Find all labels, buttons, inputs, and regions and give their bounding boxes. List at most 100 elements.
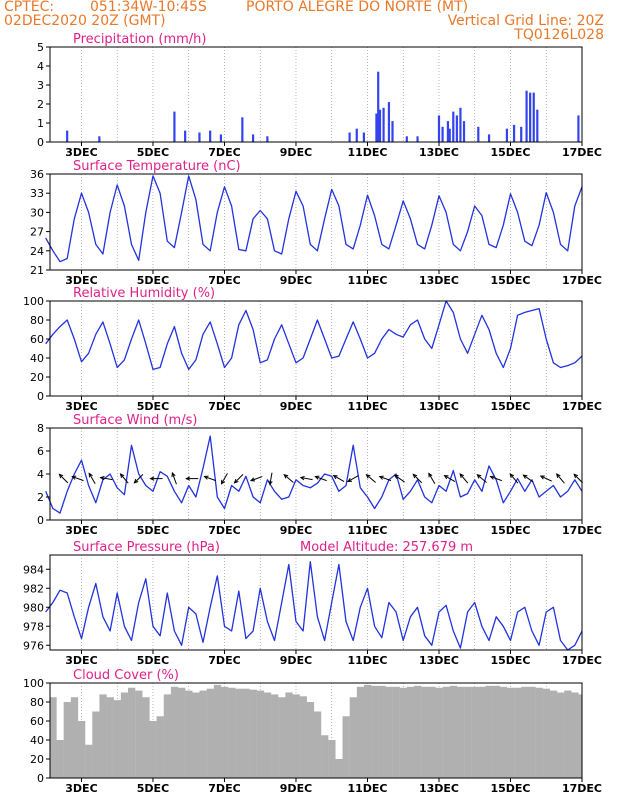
cloud-bar: [328, 740, 336, 778]
panel-2: 21 24 27 30 33 36 3DEC 5DEC 7DEC 9DEC 11DEC 13DEC 15…: [30, 159, 602, 287]
wind-arrow-shaft: [573, 474, 584, 484]
wind-arrow-shaft: [234, 474, 244, 484]
panel-title: Relative Humidity (%): [73, 286, 215, 301]
x-tick-label: 13DEC: [419, 782, 459, 795]
wind-arrow: [88, 472, 96, 485]
precip-bar: [462, 121, 466, 142]
model-altitude-label: Model Altitude: 257.679 m: [300, 540, 473, 555]
x-tick-label: 13DEC: [419, 400, 459, 413]
x-tick-label: 3DEC: [65, 400, 97, 413]
cloud-bar: [571, 692, 579, 778]
wind-arrow-shaft: [58, 474, 69, 484]
x-tick-label: 5DEC: [137, 274, 169, 287]
y-tick-label: 30: [30, 206, 44, 219]
panel-3: 0 20 40 60 80 100 3DEC 5DEC 7DEC 9DEC 11DEC 13DEC 15…: [23, 286, 602, 413]
wind-arrow: [171, 471, 177, 485]
cloud-bar: [485, 685, 493, 778]
cloud-bar: [321, 735, 329, 778]
x-tick-label: 5DEC: [137, 654, 169, 667]
y-tick-label: 982: [23, 582, 44, 595]
x-tick-label: 9DEC: [280, 146, 312, 159]
x-tick-label: 11DEC: [347, 146, 387, 159]
y-tick-label: 0: [37, 514, 44, 527]
series-line: [45, 435, 583, 514]
x-tick-label: 11DEC: [347, 524, 387, 537]
wind-arrow-shaft: [540, 475, 552, 482]
panel-title: Precipitation (mm/h): [73, 32, 206, 47]
cloud-bar: [220, 686, 229, 778]
cloud-bar: [349, 697, 357, 778]
x-tick-label: 5DEC: [137, 146, 169, 159]
x-tick-label: 3DEC: [65, 274, 97, 287]
wind-arrow: [220, 473, 228, 485]
wind-arrow: [428, 472, 436, 485]
y-tick-label: 33: [30, 187, 44, 200]
cloud-bar: [178, 687, 186, 778]
cloud-bar: [363, 684, 372, 778]
cloud-bar: [85, 744, 93, 778]
cloud-bar: [456, 686, 465, 778]
wind-arrow-shaft: [394, 474, 405, 483]
precip-bar: [266, 136, 269, 142]
cloud-bar: [99, 694, 107, 778]
x-tick-label: 17DEC: [562, 524, 602, 537]
y-tick-label: 100: [23, 677, 44, 690]
wind-arrow-head: [443, 475, 449, 480]
precip-bar: [512, 124, 516, 142]
precip-bar: [532, 92, 535, 142]
cloud-bar: [421, 686, 429, 778]
wind-arrow-head: [233, 478, 239, 484]
precip-bar: [536, 109, 539, 142]
wind-arrow: [393, 474, 405, 483]
precip-bar: [378, 109, 382, 142]
panel-title: Surface Wind (m/s): [73, 413, 197, 428]
header-coordinates: 051:34W-10:45S: [90, 0, 207, 15]
x-tick-label: 7DEC: [208, 654, 240, 667]
wind-arrow-head: [509, 473, 515, 479]
x-tick-label: 3DEC: [65, 524, 97, 537]
wind-arrow-shaft: [366, 474, 376, 483]
cloud-bar: [256, 690, 265, 778]
cloud-bar: [313, 711, 322, 778]
cloud-bar: [242, 688, 250, 778]
wind-arrow-head: [220, 479, 226, 485]
cloud-bar: [464, 686, 472, 778]
panel-frame: [49, 300, 583, 397]
x-tick-label: 3DEC: [65, 782, 97, 795]
y-tick-label: 2: [37, 491, 44, 504]
wind-arrow-shaft: [250, 476, 263, 482]
cloud-bar: [535, 687, 543, 778]
cloud-bar: [213, 684, 222, 778]
cloud-bar: [578, 694, 582, 778]
precip-bar: [375, 113, 378, 142]
cloud-bar: [557, 692, 565, 778]
precip-bar: [416, 136, 419, 142]
x-tick-label: 7DEC: [208, 400, 240, 413]
x-tick-label: 15DEC: [490, 654, 530, 667]
wind-arrow: [555, 473, 565, 484]
wind-arrow: [522, 474, 534, 483]
precip-bar: [209, 130, 212, 142]
cloud-bar: [228, 687, 236, 778]
y-tick-label: 8: [37, 422, 44, 435]
wind-arrow: [459, 473, 469, 484]
header-grid-line-note: Vertical Grid Line: 20Z: [447, 13, 604, 29]
precip-bar: [355, 128, 358, 142]
cloud-bar: [542, 688, 551, 778]
wind-arrow-shaft: [300, 477, 313, 481]
wind-arrow: [332, 475, 345, 483]
wind-arrow-head: [185, 476, 191, 481]
y-tick-label: 100: [23, 295, 44, 308]
wind-arrow-head: [346, 478, 353, 483]
wind-arrow-shaft: [428, 473, 436, 485]
cloud-bar: [399, 687, 408, 778]
cloud-bar: [478, 686, 486, 778]
wind-arrow-shaft: [412, 474, 423, 484]
cloud-bar: [249, 689, 257, 778]
wind-arrow: [299, 475, 313, 481]
wind-arrow-shaft: [100, 477, 113, 481]
wind-arrow: [365, 474, 376, 483]
y-tick-label: 0: [37, 136, 44, 149]
